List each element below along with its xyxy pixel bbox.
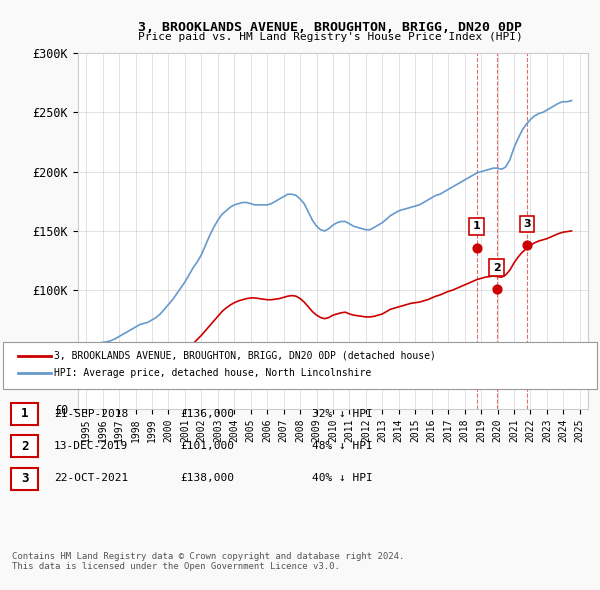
- Text: 3: 3: [21, 472, 28, 485]
- Text: HPI: Average price, detached house, North Lincolnshire: HPI: Average price, detached house, Nort…: [54, 369, 371, 378]
- Text: £138,000: £138,000: [180, 474, 234, 483]
- Text: 40% ↓ HPI: 40% ↓ HPI: [312, 474, 373, 483]
- Text: 1: 1: [473, 221, 481, 231]
- Text: £136,000: £136,000: [180, 409, 234, 418]
- Text: Contains HM Land Registry data © Crown copyright and database right 2024.
This d: Contains HM Land Registry data © Crown c…: [12, 552, 404, 571]
- Text: 22-OCT-2021: 22-OCT-2021: [54, 474, 128, 483]
- Text: £101,000: £101,000: [180, 441, 234, 451]
- Text: 13-DEC-2019: 13-DEC-2019: [54, 441, 128, 451]
- Point: [492, 284, 502, 294]
- Point: [472, 243, 481, 253]
- Text: 2: 2: [493, 263, 500, 273]
- Point: [523, 241, 532, 250]
- Text: 21-SEP-2018: 21-SEP-2018: [54, 409, 128, 418]
- Text: 48% ↓ HPI: 48% ↓ HPI: [312, 441, 373, 451]
- Text: 1: 1: [21, 407, 28, 420]
- Text: 2: 2: [21, 440, 28, 453]
- Text: 3: 3: [523, 219, 531, 229]
- Text: 32% ↓ HPI: 32% ↓ HPI: [312, 409, 373, 418]
- Text: 3, BROOKLANDS AVENUE, BROUGHTON, BRIGG, DN20 0DP: 3, BROOKLANDS AVENUE, BROUGHTON, BRIGG, …: [138, 21, 522, 34]
- Text: Price paid vs. HM Land Registry's House Price Index (HPI): Price paid vs. HM Land Registry's House …: [137, 32, 523, 42]
- Text: 3, BROOKLANDS AVENUE, BROUGHTON, BRIGG, DN20 0DP (detached house): 3, BROOKLANDS AVENUE, BROUGHTON, BRIGG, …: [54, 351, 436, 360]
